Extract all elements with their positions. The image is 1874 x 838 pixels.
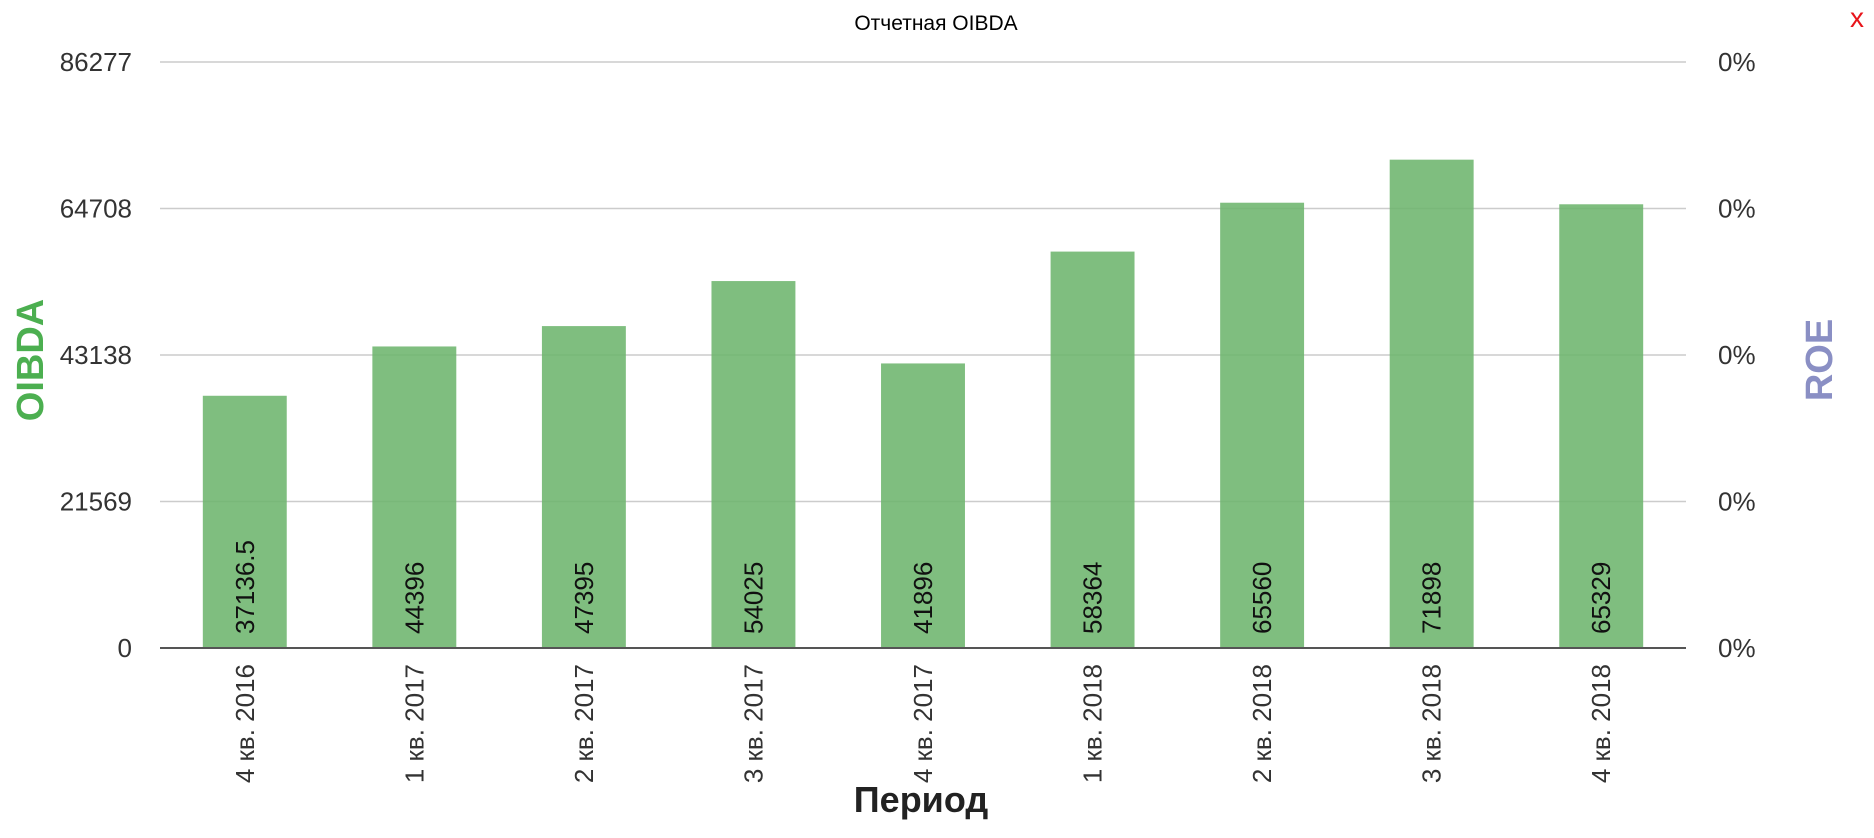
y2-tick-label: 0% <box>1718 633 1756 663</box>
data-label: 37136.5 <box>230 540 260 634</box>
data-label: 54025 <box>738 562 768 634</box>
x-tick-label: 2 кв. 2018 <box>1247 664 1277 783</box>
y-tick-label: 86277 <box>60 47 132 77</box>
data-label: 58364 <box>1078 562 1108 634</box>
x-tick-label: 1 кв. 2018 <box>1078 664 1108 783</box>
y-axis-title: OIBDA <box>10 299 52 421</box>
data-labels: 37136.5 44396 47395 54025 41896 58364 65560 718… <box>230 540 1616 634</box>
bar <box>202 395 287 648</box>
x-tick-label: 3 кв. 2018 <box>1417 664 1447 783</box>
x-axis-title: Период <box>854 779 989 820</box>
bar <box>881 363 965 648</box>
y-tick-label: 0 <box>118 633 132 663</box>
chart-title: Отчетная OIBDA <box>854 12 1017 35</box>
y-tick-label: 43138 <box>60 340 132 370</box>
bar <box>1389 159 1474 648</box>
bar <box>372 346 457 648</box>
y2-tick-label: 0% <box>1718 193 1756 223</box>
data-label: 47395 <box>569 562 599 634</box>
bar <box>1050 251 1135 649</box>
axes: 0 0% 21569 0% 43138 0% 64708 0% 86277 0% 4 кв. 201… <box>60 47 1756 783</box>
x-tick-label: 3 кв. 2017 <box>738 664 768 783</box>
data-label: 41896 <box>908 562 938 634</box>
data-label: 65560 <box>1247 562 1277 634</box>
x-tick-label: 2 кв. 2017 <box>569 664 599 783</box>
x-tick-label: 4 кв. 2017 <box>908 664 938 783</box>
data-label: 65329 <box>1586 562 1616 634</box>
bar <box>711 281 796 648</box>
y2-tick-label: 0% <box>1718 487 1756 517</box>
y-tick-label: 64708 <box>60 193 132 223</box>
x-tick-label: 4 кв. 2016 <box>230 664 260 783</box>
y-tick-label: 21569 <box>60 487 132 517</box>
y2-axis-title: ROE <box>1799 319 1841 401</box>
x-tick-label: 4 кв. 2018 <box>1586 664 1616 783</box>
close-button[interactable]: x <box>1850 2 1864 33</box>
data-label: 44396 <box>399 562 429 634</box>
bar <box>1559 204 1644 648</box>
x-tick-label: 1 кв. 2017 <box>399 664 429 783</box>
bars <box>202 159 1644 649</box>
y2-tick-label: 0% <box>1718 340 1756 370</box>
bar <box>541 326 626 648</box>
y2-tick-label: 0% <box>1718 47 1756 77</box>
bar <box>1220 202 1305 648</box>
data-label: 71898 <box>1417 562 1447 634</box>
